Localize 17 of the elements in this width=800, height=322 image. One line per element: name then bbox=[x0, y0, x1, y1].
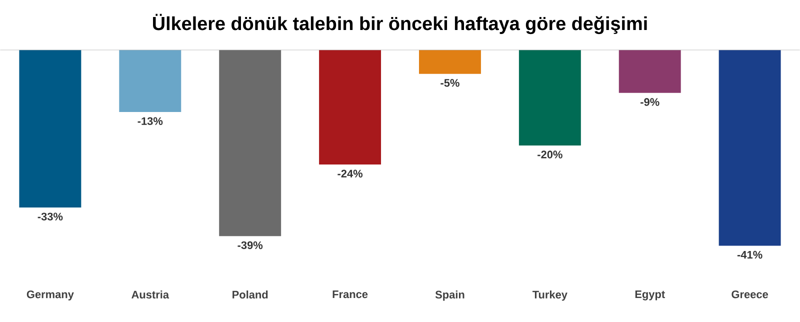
x-tick-label: Greece bbox=[732, 290, 768, 298]
data-label: -5% bbox=[440, 79, 460, 87]
x-tick-label: Egypt bbox=[635, 290, 665, 300]
data-label: -20% bbox=[538, 150, 562, 158]
data-label: -41% bbox=[737, 250, 762, 259]
data-label: -13% bbox=[138, 117, 163, 126]
chart-title: Ülkelere dönük talebin bir önceki haftaya göre değişimi bbox=[153, 14, 647, 34]
data-label: -9% bbox=[640, 98, 660, 106]
data-label: -33% bbox=[38, 212, 63, 221]
x-tick-label: Austria bbox=[132, 290, 170, 299]
x-tick-label: France bbox=[332, 290, 368, 298]
x-tick-label: Poland bbox=[232, 290, 268, 299]
data-label: -39% bbox=[238, 241, 263, 250]
x-tick-label: Turkey bbox=[532, 290, 568, 301]
x-tick-label: Spain bbox=[435, 290, 464, 301]
x-tick-label: Germany bbox=[26, 290, 74, 300]
data-label: -24% bbox=[338, 170, 363, 178]
